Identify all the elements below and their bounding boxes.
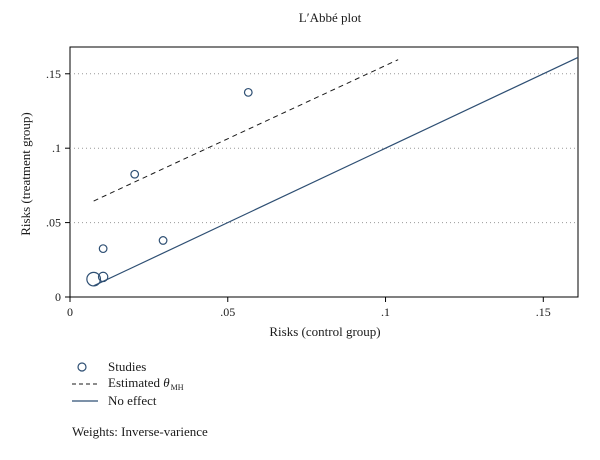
study-point bbox=[130, 169, 140, 179]
no-effect-line bbox=[93, 56, 579, 287]
study-point bbox=[158, 236, 168, 245]
legend-item-estimated: Estimated θMH bbox=[72, 375, 184, 392]
circle-marker-icon bbox=[77, 361, 87, 372]
study-point bbox=[97, 271, 109, 283]
chart-title: L′Abbé plot bbox=[299, 10, 362, 25]
plot-frame bbox=[69, 46, 579, 298]
study-point bbox=[243, 87, 253, 97]
legend-label-studies: Studies bbox=[108, 358, 147, 374]
study-points bbox=[86, 87, 253, 287]
x-tick-label: .15 bbox=[536, 305, 551, 319]
legend: Studies Estimated θMH No effect bbox=[72, 358, 184, 409]
y-axis-title: Risks (treatment group) bbox=[18, 112, 33, 235]
reference-lines bbox=[93, 56, 579, 287]
y-tick-label: .1 bbox=[52, 141, 61, 155]
x-tick-label: 0 bbox=[67, 305, 73, 319]
estimated-mh-line bbox=[93, 59, 399, 202]
legend-estimated-word: Estimated bbox=[108, 375, 160, 390]
study-point bbox=[86, 271, 102, 287]
x-axis-title: Risks (control group) bbox=[269, 324, 380, 339]
study-point bbox=[98, 244, 108, 254]
y-tick-label: .05 bbox=[46, 216, 61, 230]
theta-symbol: θ bbox=[163, 375, 170, 390]
x-tick-label: .1 bbox=[381, 305, 390, 319]
solid-line-icon bbox=[72, 399, 98, 402]
legend-item-studies: Studies bbox=[72, 358, 184, 375]
legend-item-no-effect: No effect bbox=[72, 392, 184, 409]
grid-lines bbox=[70, 73, 578, 224]
dashed-line-icon bbox=[72, 383, 98, 384]
legend-label-no-effect: No effect bbox=[108, 392, 157, 408]
axis-ticks: 0 .05 .1 .15 0 .05 .1 .15 bbox=[46, 67, 551, 319]
y-tick-label: 0 bbox=[55, 290, 61, 304]
mh-subscript: MH bbox=[170, 383, 184, 392]
y-tick-label: .15 bbox=[46, 67, 61, 81]
weights-note: Weights: Inverse-varience bbox=[72, 424, 208, 439]
x-tick-label: .05 bbox=[220, 305, 235, 319]
legend-label-estimated: Estimated θMH bbox=[108, 375, 184, 392]
